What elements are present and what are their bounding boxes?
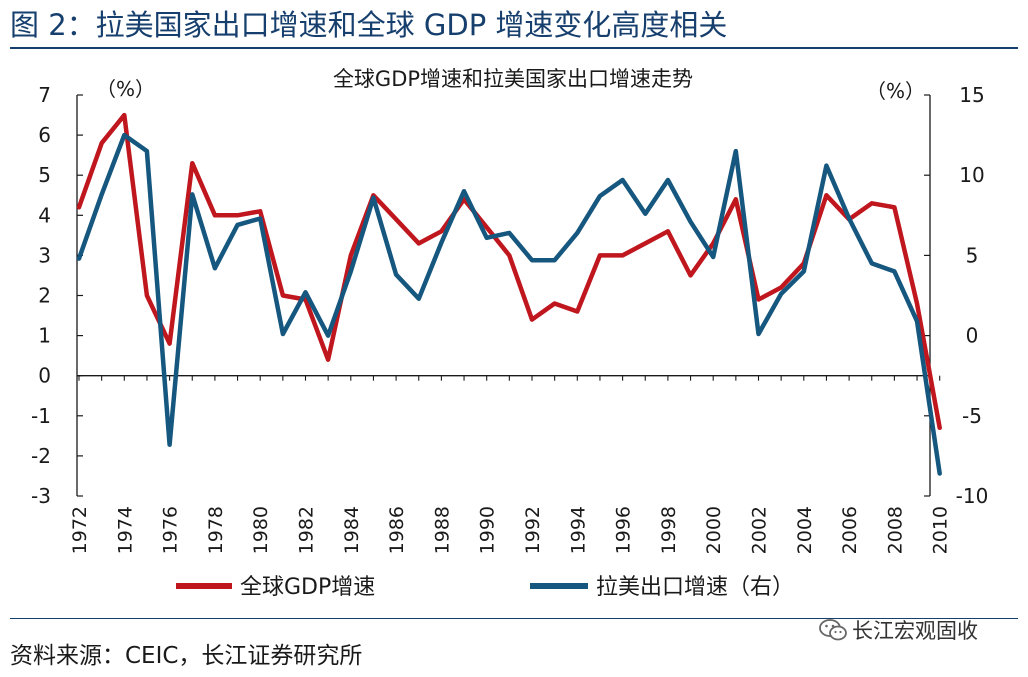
x-tick-label: 1982 <box>296 506 318 554</box>
left-tick-label: 5 <box>38 163 51 187</box>
chart: 全球GDP增速和拉美国家出口增速走势 （%） （%） 76543210-1-2-… <box>31 67 988 600</box>
left-tick-label: 7 <box>38 83 51 107</box>
x-tick-label: 1990 <box>477 506 499 554</box>
x-tick-label: 1974 <box>114 506 136 554</box>
wechat-icon <box>819 619 847 641</box>
figure-title: 图 2：拉美国家出口增速和全球 GDP 增速变化高度相关 <box>10 8 728 42</box>
left-tick-label: 3 <box>38 243 51 267</box>
left-tick-label: 1 <box>38 324 51 348</box>
series-line-gdp <box>76 112 942 431</box>
x-tick-label: 1984 <box>341 506 363 554</box>
series-line-exports <box>76 132 942 476</box>
footer-divider <box>10 618 1018 619</box>
left-axis-unit: （%） <box>96 77 155 101</box>
left-tick-label: 2 <box>38 284 51 308</box>
x-tick-label: 1992 <box>522 506 544 554</box>
x-tick-label: 1986 <box>386 506 408 554</box>
title-divider <box>10 47 1018 49</box>
x-tick-label: 1998 <box>658 506 680 554</box>
left-tick-label: 4 <box>38 203 51 227</box>
right-tick-label: 0 <box>966 324 979 348</box>
legend-label-exports: 拉美出口增速（右） <box>596 575 794 600</box>
series-lines <box>76 112 942 476</box>
right-tick-label: -10 <box>956 484 989 508</box>
x-tick-label: 1996 <box>613 506 635 554</box>
x-tick-label: 1976 <box>160 506 182 554</box>
right-tick-label: 5 <box>966 243 979 267</box>
left-tick-label: -1 <box>31 404 51 428</box>
watermark: 长江宏观固收 <box>818 615 978 645</box>
x-tick-label: 2010 <box>930 506 952 554</box>
x-tick-label: 1994 <box>567 506 589 554</box>
legend-label-gdp: 全球GDP增速 <box>240 575 375 600</box>
x-tick-label: 2006 <box>839 506 861 554</box>
left-tick-label: 0 <box>38 364 51 388</box>
right-tick-label: 15 <box>959 83 984 107</box>
left-tick-label: -3 <box>31 484 51 508</box>
x-tick-label: 1980 <box>250 506 272 554</box>
legend: 全球GDP增速 拉美出口增速（右） <box>176 575 794 600</box>
x-tick-label: 2008 <box>884 506 906 554</box>
x-tick-label: 1988 <box>431 506 453 554</box>
x-tick-label: 2000 <box>703 506 725 554</box>
right-axis-unit: （%） <box>866 79 925 103</box>
x-tick-label: 2002 <box>749 506 771 554</box>
left-tick-label: 6 <box>38 123 51 147</box>
watermark-text: 长江宏观固收 <box>852 619 978 643</box>
right-tick-label: 10 <box>959 163 984 187</box>
x-tick-label: 1972 <box>69 506 91 554</box>
x-tick-label: 1978 <box>205 506 227 554</box>
left-tick-label: -2 <box>31 444 51 468</box>
chart-title: 全球GDP增速和拉美国家出口增速走势 <box>333 67 693 91</box>
right-tick-label: -5 <box>962 404 982 428</box>
source-note: 资料来源：CEIC，长江证券研究所 <box>10 643 363 669</box>
x-tick-label: 2004 <box>794 506 816 554</box>
